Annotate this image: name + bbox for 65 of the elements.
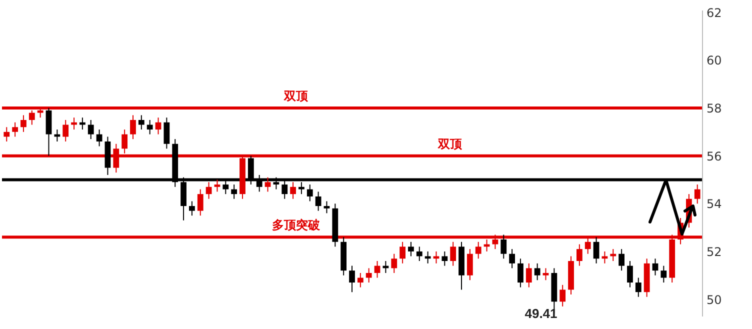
candlestick	[290, 182, 296, 200]
candlestick	[593, 236, 600, 264]
candlestick	[62, 119, 69, 142]
candlestick	[635, 277, 642, 298]
candlestick	[20, 114, 26, 132]
candlestick	[264, 176, 271, 192]
candlestick	[652, 258, 658, 276]
candlestick	[79, 117, 86, 130]
candlestick	[130, 114, 136, 140]
candlestick	[12, 122, 18, 138]
candlestick	[518, 258, 524, 288]
candlestick	[433, 250, 440, 264]
candlestick	[526, 262, 532, 288]
y-tick-label: 60	[706, 54, 722, 68]
candlestick	[408, 241, 414, 257]
y-tick-label: 54	[706, 197, 722, 212]
y-tick-label: 58	[706, 102, 722, 116]
candlestick	[466, 248, 473, 281]
candlestick	[214, 179, 220, 192]
candlestick	[46, 108, 52, 156]
y-tick-label: 62	[706, 6, 722, 20]
ref-line-label: 多顶突破	[272, 218, 321, 232]
candlestick	[660, 265, 667, 284]
candlestick	[88, 119, 94, 140]
candlestick	[542, 268, 549, 281]
candlestick	[618, 248, 625, 272]
candlestick	[694, 184, 700, 204]
candlestick	[324, 200, 330, 214]
candlestick	[475, 241, 482, 260]
ref-line-label: 双顶	[437, 136, 463, 151]
candlestick	[146, 119, 153, 135]
candlestick	[400, 241, 406, 264]
candlestick	[197, 188, 204, 216]
candlestick	[164, 117, 170, 150]
candlestick	[4, 126, 10, 142]
candlestick	[206, 182, 212, 200]
candlestick	[534, 262, 540, 281]
candlestick	[96, 129, 102, 147]
candlestick	[627, 260, 633, 288]
candlestick	[374, 260, 380, 278]
candlestick	[509, 248, 515, 269]
candlestick	[306, 184, 313, 202]
candlestick	[391, 253, 398, 274]
annotation: 49.41	[524, 306, 558, 321]
candlestick	[450, 241, 456, 266]
candlestick	[424, 250, 431, 264]
candlestick	[366, 268, 372, 284]
candlestick	[416, 246, 422, 262]
candlestick	[138, 114, 144, 130]
candlestick	[500, 234, 507, 260]
ref-line-label: 双顶	[283, 89, 309, 104]
candlestick	[357, 272, 364, 288]
candlestick	[189, 200, 195, 216]
candlestick	[602, 250, 608, 264]
candlestick	[560, 284, 566, 307]
candlestick	[349, 265, 355, 293]
candlestick	[576, 244, 582, 266]
candlestick	[315, 191, 322, 212]
y-tick-label: 50	[706, 292, 722, 307]
candlestick	[442, 250, 448, 266]
candlestick	[155, 117, 162, 135]
y-tick-label: 56	[706, 149, 722, 164]
candlestick	[71, 117, 77, 130]
candlestick	[231, 184, 238, 200]
y-tick-label: 52	[706, 244, 722, 259]
